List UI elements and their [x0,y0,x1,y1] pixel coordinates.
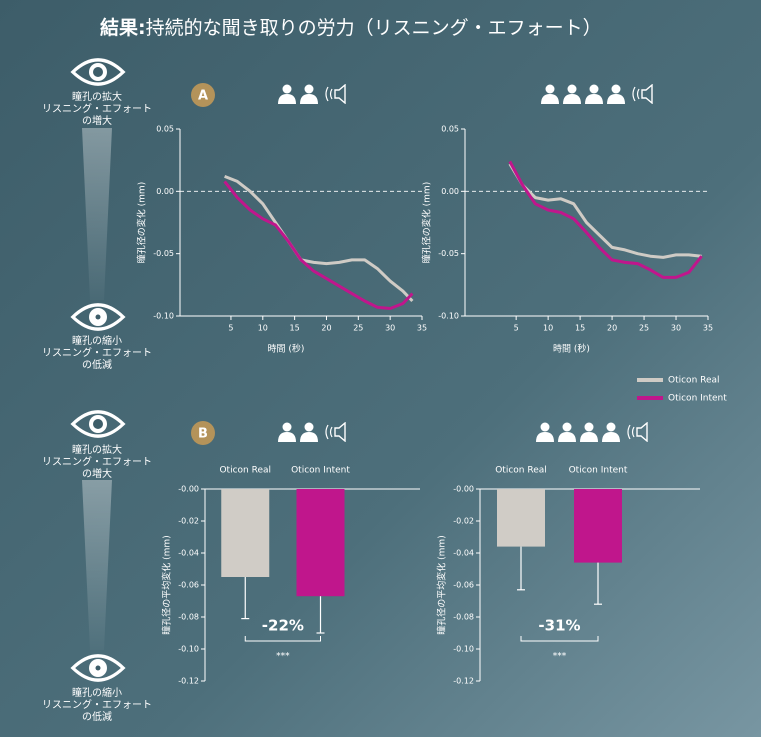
y-axis-label: 瞳孔径の平均変化 (mm) [436,535,448,634]
bracket [244,636,321,642]
side-label: の低減 [82,358,112,371]
category-label: Oticon Intent [291,466,350,476]
significance: *** [553,652,567,662]
side-label: 瞳孔の拡大 [72,443,122,456]
y-tick-label: 0.05 [441,125,459,134]
y-tick-label: -0.12 [178,677,199,686]
y-tick-label: -0.04 [453,549,474,558]
legend-label: Oticon Intent [668,394,727,404]
side-label: 瞳孔の縮小 [72,686,122,699]
x-tick-label: 35 [703,324,713,333]
side-label: 瞳孔の縮小 [72,334,122,347]
title-rest: 持続的な聞き取りの労力（リスニング・エフォート） [146,17,602,39]
significance: *** [276,652,290,662]
annotation: -31% [538,617,580,635]
beam [82,480,112,650]
x-tick-label: 25 [639,324,649,333]
side-label: の増大 [82,467,112,480]
y-tick-label: -0.02 [453,517,474,526]
x-tick-label: 15 [290,324,300,333]
y-tick-label: -0.06 [178,581,199,590]
series-line [224,175,414,303]
y-tick-label: -0.08 [453,613,474,622]
x-tick-label: 5 [228,324,233,333]
bracket [520,636,599,642]
series-line [223,180,414,310]
x-tick-label: 10 [543,324,553,333]
title: 結果:持続的な聞き取りの労力（リスニング・エフォート） [100,16,602,39]
legend-label: Oticon Real [668,376,720,386]
panel-letter: A [198,89,208,104]
y-tick-label: -0.05 [153,249,174,258]
x-tick-label: 5 [514,324,519,333]
y-axis-label: 瞳孔径の変化 (mm) [136,182,148,263]
x-tick-label: 20 [321,324,331,333]
y-tick-label: 0.00 [156,187,174,196]
series-line [508,163,702,259]
x-tick-label: 25 [353,324,363,333]
side-label: リスニング・エフォート [42,698,152,711]
x-tick-label: 30 [385,324,395,333]
y-tick-label: 0.05 [156,125,174,134]
x-tick-label: 20 [607,324,617,333]
annotation: -22% [262,617,304,635]
x-tick-label: 10 [258,324,268,333]
side-label: リスニング・エフォート [42,346,152,359]
bar [497,489,545,547]
side-label: の増大 [82,114,112,127]
y-tick-label: -0.10 [438,312,459,321]
x-tick-label: 30 [671,324,681,333]
y-tick-label: 0.00 [441,187,459,196]
y-tick-label: -0.00 [453,485,474,494]
x-tick-label: 35 [417,324,427,333]
side-label: の低減 [82,710,112,723]
y-tick-label: -0.05 [438,249,459,258]
y-tick-label: -0.06 [453,581,474,590]
category-label: Oticon Real [495,466,547,476]
y-tick-label: -0.10 [178,645,199,654]
category-label: Oticon Real [219,466,271,476]
y-tick-label: -0.00 [178,485,199,494]
panel-a-badge: A [191,83,215,107]
bar [221,489,270,577]
panel-letter: B [198,427,208,442]
bar [296,489,345,597]
panel-b-badge: B [191,421,215,445]
x-tick-label: 15 [575,324,585,333]
y-tick-label: -0.04 [178,549,199,558]
y-axis-label: 瞳孔径の平均変化 (mm) [161,535,173,634]
beam [82,128,112,300]
x-axis-label: 時間 (秒) [553,343,590,355]
y-tick-label: -0.02 [178,517,199,526]
eye-icons [71,58,125,682]
y-tick-label: -0.08 [178,613,199,622]
category-label: Oticon Intent [569,466,628,476]
side-label: リスニング・エフォート [42,102,152,115]
bar [574,489,622,563]
y-axis-label: 瞳孔径の変化 (mm) [421,182,433,263]
series-line [508,160,703,279]
side-label: リスニング・エフォート [42,455,152,468]
y-tick-label: -0.12 [453,677,474,686]
y-tick-label: -0.10 [153,312,174,321]
side-label: 瞳孔の拡大 [72,90,122,103]
y-tick-label: -0.10 [453,645,474,654]
x-axis-label: 時間 (秒) [268,343,305,355]
title-bold: 結果: [100,16,146,39]
